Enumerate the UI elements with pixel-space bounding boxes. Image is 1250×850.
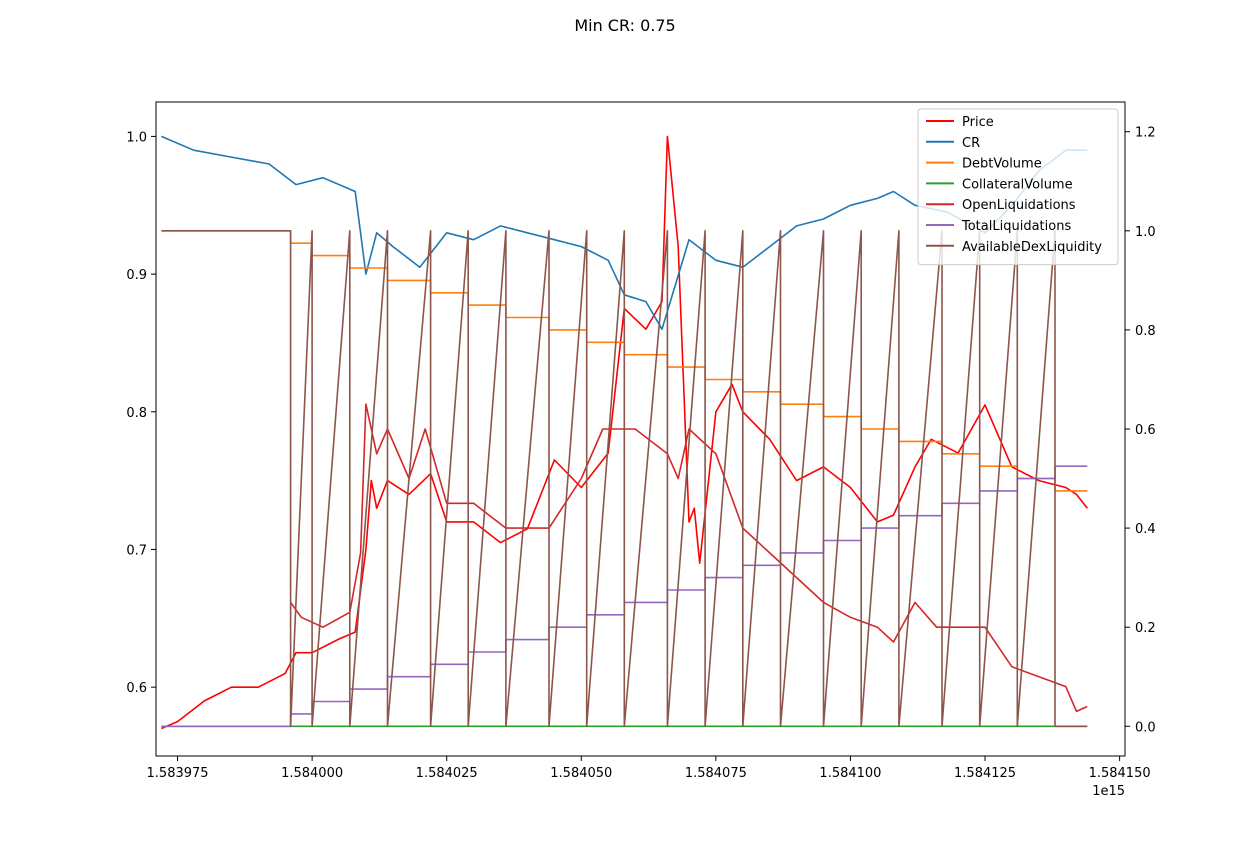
y-right-tick-label: 0.6 (1135, 423, 1156, 438)
legend-label: DebtVolume (962, 157, 1042, 172)
x-offset-label: 1e15 (1092, 784, 1125, 799)
legend-label: AvailableDexLiquidity (962, 240, 1102, 255)
x-tick-label: 1.584000 (281, 766, 343, 781)
legend: Price CR DebtVolume CollateralVolume OpenLiq… (917, 108, 1119, 266)
y-right-tick-label: 0.8 (1135, 324, 1156, 339)
y-left-tick-label: 1.0 (126, 130, 147, 145)
x-tick-label: 1.583975 (147, 766, 209, 781)
legend-box (917, 108, 1119, 266)
y-right-tick-label: 0.2 (1135, 621, 1156, 636)
x-tick-label: 1.584075 (685, 766, 747, 781)
y-left-tick-label: 0.9 (126, 268, 147, 283)
y-right-tick-label: 1.2 (1135, 126, 1156, 141)
series-line-openliquidations (289, 403, 1088, 713)
y-left-tick-label: 0.7 (126, 543, 147, 558)
x-tick-label: 1.584025 (416, 766, 478, 781)
series-layer (161, 135, 1088, 730)
y-right-tick-label: 1.0 (1135, 225, 1156, 240)
chart-title: Min CR: 0.75 (574, 16, 675, 35)
series-line-price (161, 135, 1088, 730)
y-left-tick-label: 0.6 (126, 681, 147, 696)
legend-label: CR (962, 136, 980, 151)
series-line-availabledexliquidity (161, 230, 1088, 728)
x-tick-label: 1.584150 (1089, 766, 1151, 781)
axes-layer: 1.583975 1.584000 1.584025 1.584050 1.584075… (126, 126, 1155, 781)
legend-label: OpenLiquidations (962, 198, 1076, 213)
legend-label: Price (962, 115, 994, 130)
x-tick-label: 1.584100 (819, 766, 881, 781)
y-right-tick-label: 0.0 (1135, 720, 1156, 735)
legend-label: TotalLiquidations (961, 219, 1071, 234)
legend-label: CollateralVolume (962, 177, 1073, 192)
y-right-tick-label: 0.4 (1135, 522, 1156, 537)
x-tick-label: 1.584125 (954, 766, 1016, 781)
x-tick-label: 1.584050 (550, 766, 612, 781)
y-left-tick-label: 0.8 (126, 406, 147, 421)
